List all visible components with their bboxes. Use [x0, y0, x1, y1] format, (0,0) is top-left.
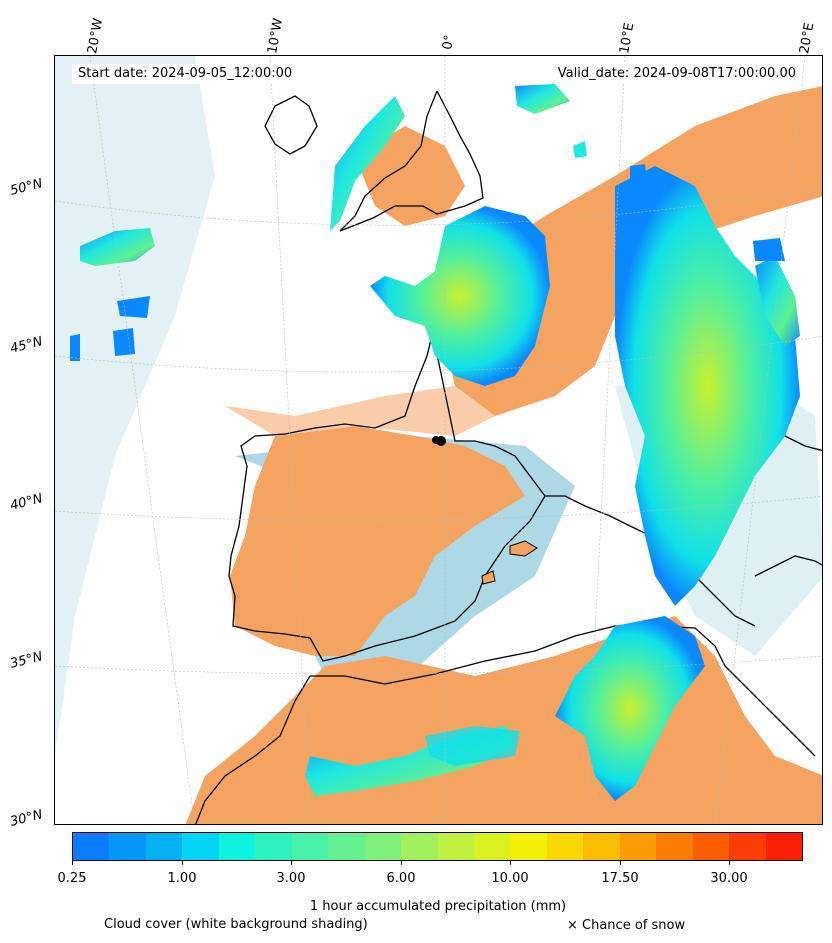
colorbar-tick-label: 30.00 [710, 871, 748, 886]
lat-label: 30°N [8, 807, 45, 830]
colorbar-segment [765, 833, 803, 860]
lat-label: 35°N [8, 649, 45, 672]
snow-marker [432, 436, 440, 444]
lat-label: 45°N [8, 334, 45, 357]
colorbar-tick-mark [72, 861, 73, 865]
lon-label: 20°E [797, 21, 818, 56]
lon-label: 0° [440, 33, 458, 51]
colorbar-tick-label: 3.00 [276, 871, 306, 886]
precipitation-areas [70, 84, 800, 801]
colorbar-segment [255, 833, 292, 860]
colorbar-segment [656, 833, 693, 860]
colorbar-tick-label: 6.00 [386, 871, 416, 886]
cloud-cover-note: Cloud cover (white background shading) [104, 917, 368, 932]
map-canvas [55, 56, 822, 824]
colorbar-tick-mark [401, 861, 402, 865]
colorbar-segment [619, 833, 657, 860]
colorbar-segment [109, 833, 146, 860]
colorbar-tick-label: 1.00 [167, 871, 197, 886]
colorbar-segment [73, 833, 110, 860]
colorbar-segment [583, 833, 620, 860]
snow-chance-note: × Chance of snow [567, 918, 686, 933]
colorbar-segment [291, 833, 329, 860]
colorbar-tick-mark [510, 861, 511, 865]
colorbar-tick-mark [620, 861, 621, 865]
colorbar-tick-mark [729, 861, 730, 865]
weather-map [54, 55, 823, 825]
lon-label: 20°W [85, 17, 107, 55]
colorbar-tick-mark [182, 861, 183, 865]
lat-label: 50°N [8, 176, 45, 199]
colorbar-segment [145, 833, 183, 860]
colorbar-segment [218, 833, 256, 860]
graticule [55, 56, 822, 824]
colorbar-segment [473, 833, 511, 860]
lon-label: 10°E [617, 21, 638, 56]
ibiza [481, 570, 496, 585]
balearic-islands [509, 540, 538, 557]
iberia-dry-land [230, 426, 525, 656]
colorbar-segment [729, 833, 766, 860]
colorbar-tick-label: 10.00 [491, 871, 529, 886]
colorbar-segment [510, 833, 547, 860]
colorbar-segment [692, 833, 730, 860]
cloud-haze-west [55, 56, 215, 756]
lat-label: 40°N [8, 491, 45, 514]
colorbar-segment [328, 833, 365, 860]
colorbar-title: 1 hour accumulated precipitation (mm) [309, 899, 567, 914]
north-iberia-land [225, 386, 495, 436]
colorbar-segment [401, 833, 438, 860]
colorbar-segment [364, 833, 402, 860]
colorbar-tick-mark [291, 861, 292, 865]
colorbar-tick-label: 17.50 [601, 871, 639, 886]
lon-label: 10°W [265, 17, 287, 55]
colorbar-tick-label: 0.25 [57, 871, 87, 886]
colorbar-segment [182, 833, 219, 860]
precipitation-colorbar [72, 832, 803, 861]
valid-date-label: Valid_date: 2024-09-08T17:00:00.00 [551, 64, 802, 84]
britain-dry-land [355, 126, 465, 226]
start-date-label: Start date: 2024-09-05_12:00:00 [72, 64, 299, 84]
colorbar-segment [546, 833, 584, 860]
colorbar-segment [437, 833, 474, 860]
